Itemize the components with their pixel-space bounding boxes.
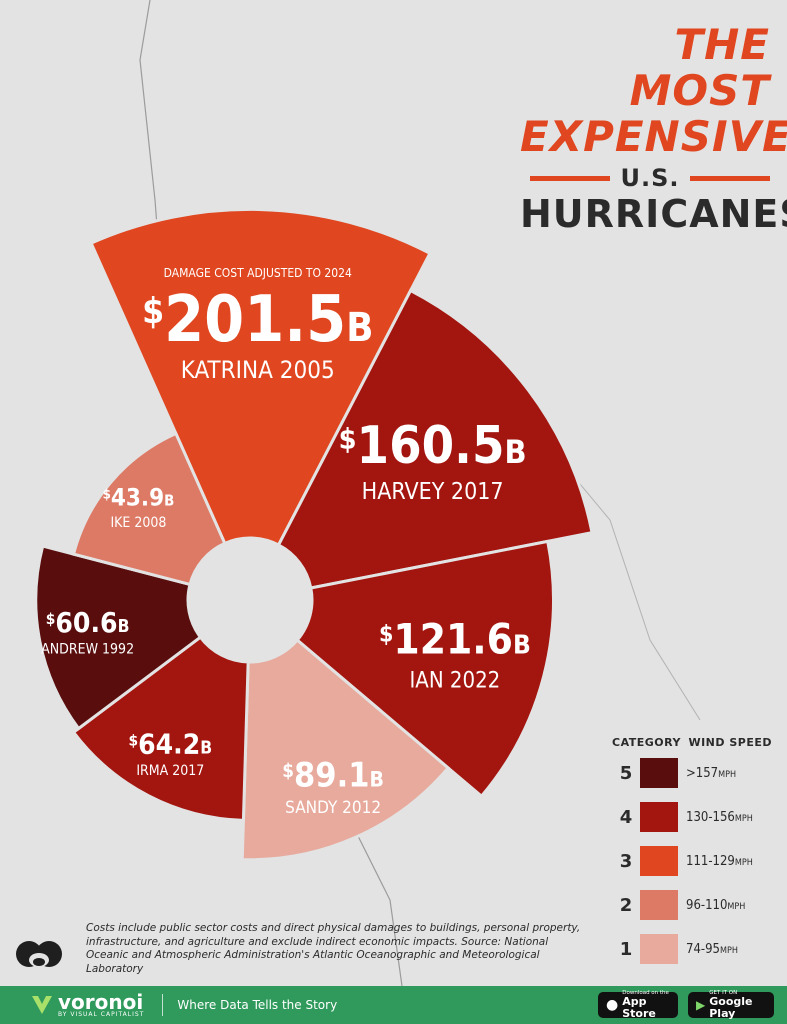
brand-name: voronoi <box>58 989 144 1014</box>
chart-subtitle: DAMAGE COST ADJUSTED TO 2024 <box>164 266 352 280</box>
footnote: Costs include public sector costs and di… <box>86 922 581 975</box>
legend-wind-speed: >157MPH <box>686 765 737 781</box>
title-block: THE MOST EXPENSIVE U.S. HURRICANES <box>520 20 787 237</box>
slice-value-label: $201.5B <box>142 283 373 357</box>
app-store-small: Download on the <box>622 990 669 996</box>
legend-wind-unit: MPH <box>719 945 738 956</box>
legend-swatch <box>640 934 678 964</box>
legend-wind-unit: MPH <box>718 769 737 780</box>
legend-swatch <box>640 890 678 920</box>
slice-name-label: ANDREW 1992 <box>41 642 134 658</box>
slice-name-label: SANDY 2012 <box>285 798 381 818</box>
slice-value-label: $60.6B <box>46 606 130 639</box>
legend-speed-header: WIND SPEED <box>688 736 772 749</box>
slice-value-label: $89.1B <box>282 756 384 796</box>
legend-category-number: 3 <box>619 850 633 872</box>
slice-name-label: IAN 2022 <box>409 668 500 693</box>
legend-header: CATEGORY WIND SPEED <box>612 736 772 749</box>
slice-name-label: HARVEY 2017 <box>362 479 504 505</box>
legend-category-header: CATEGORY <box>612 736 681 749</box>
legend-wind-unit: MPH <box>734 857 753 868</box>
legend: CATEGORY WIND SPEED 5 >157MPH 4 130-156MPH 3… <box>612 736 772 964</box>
legend-row-category-3: 3 111-129MPH <box>612 846 772 876</box>
slice-value-label: $121.6B <box>379 614 531 663</box>
slice-name-label: IKE 2008 <box>110 515 166 531</box>
title-rule-right <box>689 175 770 181</box>
slice-name-label: IRMA 2017 <box>136 763 204 779</box>
brand-subtitle: BY VISUAL CAPITALIST <box>58 1010 145 1018</box>
slice-ike-2008 <box>71 431 227 587</box>
title-line-4: HURRICANES <box>520 192 787 236</box>
title-line-3: U.S. <box>620 164 680 192</box>
title-line-1: THE MOST <box>629 20 770 115</box>
legend-swatch <box>640 846 678 876</box>
voronoi-logo-icon <box>32 996 52 1014</box>
title-rule-left <box>529 175 611 181</box>
google-play-small: GET IT ON <box>709 990 738 996</box>
footer-bar: voronoi BY VISUAL CAPITALIST Where Data … <box>0 986 787 1024</box>
legend-wind-unit: MPH <box>727 901 746 912</box>
legend-wind-speed: 111-129MPH <box>686 853 753 869</box>
legend-category-number: 5 <box>619 762 633 784</box>
legend-category-number: 2 <box>619 894 633 916</box>
legend-category-number: 4 <box>619 806 633 828</box>
app-store-button[interactable]: ● Download on the App Store <box>598 990 678 1020</box>
visual-capitalist-logo-icon <box>16 941 62 967</box>
title-line-3-row: U.S. <box>520 164 770 192</box>
legend-wind-speed: 96-110MPH <box>686 897 746 913</box>
slice-label-group: $160.5B HARVEY 2017 <box>339 416 527 505</box>
legend-row-category-5: 5 >157MPH <box>612 758 772 788</box>
slice-value-label: $160.5B <box>339 416 527 476</box>
center-hole <box>188 538 312 662</box>
google-play-icon: ▶ <box>696 998 706 1012</box>
legend-category-number: 1 <box>619 938 633 960</box>
google-play-button[interactable]: ▶ GET IT ON Google Play <box>688 990 774 1020</box>
footer-tagline: Where Data Tells the Story <box>177 998 338 1012</box>
slice-label-group: $64.2B IRMA 2017 <box>128 727 212 779</box>
app-store-label: App Store <box>622 995 656 1020</box>
legend-wind-unit: MPH <box>734 813 753 824</box>
legend-row-category-2: 2 96-110MPH <box>612 890 772 920</box>
slice-name-label: KATRINA 2005 <box>181 356 335 384</box>
google-play-label: Google Play <box>709 995 753 1020</box>
apple-icon: ● <box>606 997 619 1013</box>
slice-label-group: $60.6B ANDREW 1992 <box>41 606 134 658</box>
slice-label-group: $121.6B IAN 2022 <box>379 614 531 693</box>
legend-swatch <box>640 802 678 832</box>
slice-value-label: $64.2B <box>128 727 212 760</box>
title-line-2: EXPENSIVE <box>520 112 787 161</box>
footer-divider <box>162 994 164 1016</box>
voronoi-brand[interactable]: voronoi BY VISUAL CAPITALIST <box>30 989 145 1018</box>
legend-swatch <box>640 758 678 788</box>
legend-row-category-1: 1 74-95MPH <box>612 934 772 964</box>
legend-wind-speed: 74-95MPH <box>686 941 738 957</box>
legend-row-category-4: 4 130-156MPH <box>612 802 772 832</box>
slice-value-label: $43.9B <box>103 483 175 511</box>
legend-wind-speed: 130-156MPH <box>686 809 753 825</box>
slice-label-group: $43.9B IKE 2008 <box>103 483 175 531</box>
